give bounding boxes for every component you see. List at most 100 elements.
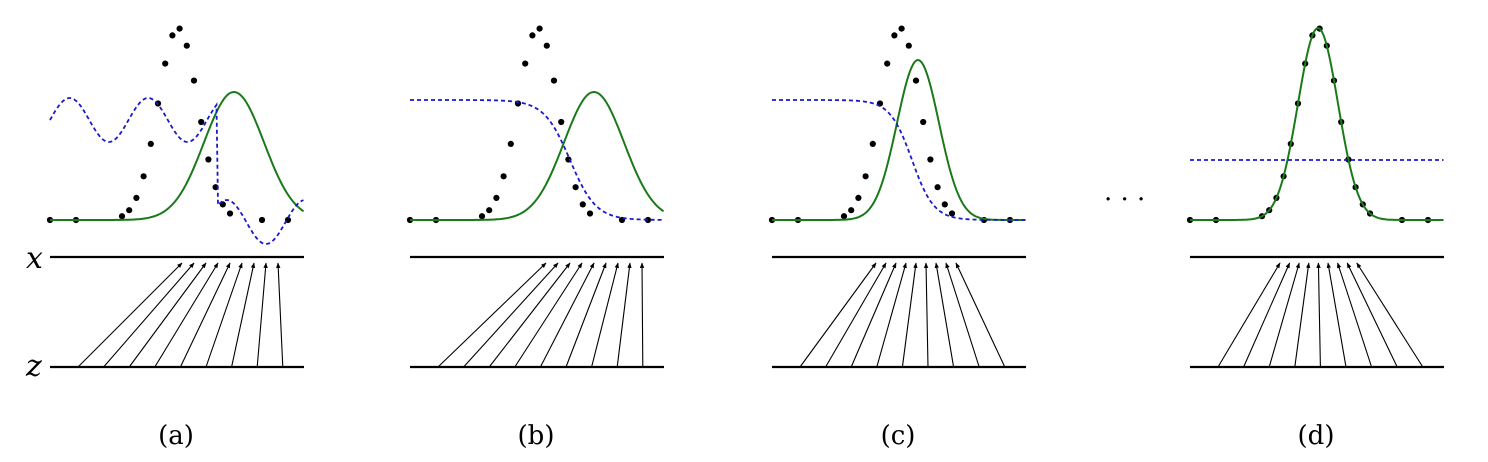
data-point: [133, 194, 140, 201]
data-point: [536, 25, 543, 32]
caption-a: (a): [158, 421, 194, 451]
data-distribution-dots: [1186, 25, 1432, 224]
data-point: [507, 140, 514, 147]
mapping-arrow: [876, 262, 907, 368]
mapping-arrow: [256, 262, 268, 368]
data-point: [176, 25, 183, 32]
data-point: [644, 216, 652, 224]
data-point: [493, 194, 500, 201]
data-point: [884, 60, 891, 67]
data-point: [190, 77, 198, 84]
data-point: [140, 173, 147, 180]
caption-d: (d): [1298, 421, 1335, 451]
mapping-arrow: [154, 262, 219, 368]
panel-b: [406, 25, 665, 369]
mapping-arrow: [77, 262, 183, 368]
data-point: [126, 207, 133, 214]
mapping-arrow: [1217, 262, 1281, 368]
data-point: [478, 213, 486, 220]
mapping-arrow: [231, 262, 256, 368]
mapping-arrow: [437, 262, 547, 368]
panel-c: [768, 25, 1026, 369]
model-distribution-curve: [410, 90, 665, 221]
mapping-arrow: [850, 262, 897, 368]
mapping-arrow: [945, 262, 980, 368]
data-point: [522, 60, 529, 67]
mapping-arrow: [463, 262, 559, 368]
data-point: [586, 210, 594, 217]
data-point: [905, 42, 912, 49]
mapping-arrow: [1356, 262, 1424, 368]
x-axis-label: x: [26, 241, 43, 276]
mapping-arrow: [1326, 262, 1347, 368]
data-point: [258, 216, 266, 224]
data-point: [529, 32, 536, 39]
mapping-arrow: [1294, 262, 1311, 368]
data-point: [226, 210, 234, 217]
panel-d: [1186, 25, 1444, 369]
mapping-arrow: [179, 262, 231, 368]
mapping-arrow: [616, 262, 632, 368]
mapping-arrow: [565, 262, 607, 368]
panel-a: [46, 25, 305, 369]
caption-c: (c): [881, 421, 916, 451]
mapping-arrow: [1316, 262, 1321, 368]
discriminator-curve: [49, 97, 304, 245]
model-distribution-curve: [50, 90, 305, 221]
mapping-arrow: [1268, 262, 1300, 368]
data-point: [869, 140, 876, 147]
mapping-arrow: [1243, 262, 1291, 368]
data-point: [550, 77, 558, 84]
data-point: [183, 42, 190, 49]
data-point: [941, 201, 948, 208]
z-axis-label: z: [25, 349, 42, 384]
ellipsis-separator: · · ·: [1104, 185, 1145, 215]
data-point: [558, 118, 565, 126]
model-distribution-curve: [1190, 27, 1444, 221]
data-point: [912, 77, 920, 84]
mapping-arrow: [103, 262, 195, 368]
mapping-arrow: [799, 262, 877, 368]
mapping-arrow: [955, 262, 1006, 368]
data-point: [579, 201, 586, 208]
discriminator-curve: [772, 99, 1026, 221]
data-point: [147, 140, 154, 147]
mapping-arrow: [923, 262, 929, 368]
mapping-arrow: [514, 262, 583, 368]
data-point: [927, 156, 934, 163]
data-point: [198, 118, 205, 126]
mapping-arrow: [488, 262, 571, 368]
data-point: [920, 118, 927, 126]
data-point: [486, 207, 493, 214]
data-point: [162, 60, 169, 67]
model-distribution-curve: [772, 58, 1026, 221]
data-point: [500, 173, 507, 180]
mapping-arrow: [591, 262, 619, 368]
data-point: [898, 25, 905, 32]
mapping-arrow: [539, 262, 595, 368]
data-point: [169, 32, 176, 39]
data-point: [840, 213, 848, 220]
mapping-arrow: [825, 262, 887, 368]
data-point: [862, 173, 869, 180]
mapping-arrow: [639, 262, 645, 368]
mapping-arrow: [205, 262, 243, 368]
data-point: [572, 184, 579, 191]
data-point: [848, 207, 855, 214]
data-point: [855, 194, 862, 201]
data-distribution-dots: [46, 25, 292, 224]
data-point: [543, 42, 550, 49]
mapping-arrow: [128, 262, 207, 368]
mapping-arrow: [934, 262, 955, 368]
discriminator-curve: [410, 99, 664, 221]
data-point: [948, 210, 956, 217]
caption-b: (b): [518, 421, 555, 451]
mapping-arrow: [1346, 262, 1398, 368]
data-point: [118, 213, 126, 220]
mapping-arrow: [1337, 262, 1373, 368]
data-distribution-dots: [768, 25, 1014, 224]
data-point: [891, 32, 898, 39]
data-point: [205, 156, 212, 163]
data-distribution-dots: [406, 25, 652, 224]
